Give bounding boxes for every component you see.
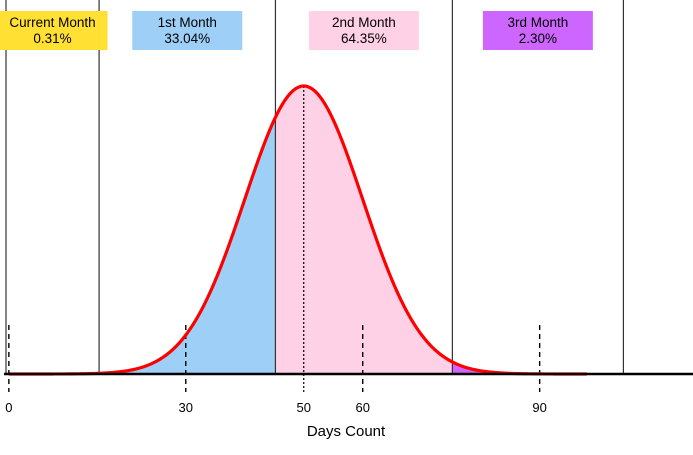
region-label-bg (482, 11, 593, 50)
region-fills (8, 86, 587, 374)
tick-label-60: 60 (355, 400, 369, 415)
region-label-name: 1st Month (158, 15, 217, 30)
region-label-percent: 33.04% (164, 31, 210, 46)
tick-label-50: 50 (297, 400, 311, 415)
region-fill-2 (99, 117, 276, 374)
region-label-name: 3rd Month (507, 15, 568, 30)
region-label-name: 2nd Month (332, 15, 396, 30)
tick-label-30: 30 (179, 400, 193, 415)
region-label-percent: 2.30% (519, 31, 557, 46)
region-label-bg (132, 11, 243, 50)
region-label-bg (0, 11, 108, 50)
region-label-percent: 64.35% (341, 31, 387, 46)
region-fill-3 (275, 86, 453, 374)
tick-labels: 0 30 50 60 90 (5, 400, 547, 415)
region-label-name: Current Month (9, 15, 95, 30)
month-dividers (5, 0, 625, 374)
tick-label-0: 0 (5, 400, 12, 415)
tick-label-90: 90 (532, 400, 546, 415)
x-axis-label: Days Count (307, 423, 386, 440)
region-label-bg (308, 11, 419, 50)
region-label-percent: 0.31% (33, 31, 71, 46)
